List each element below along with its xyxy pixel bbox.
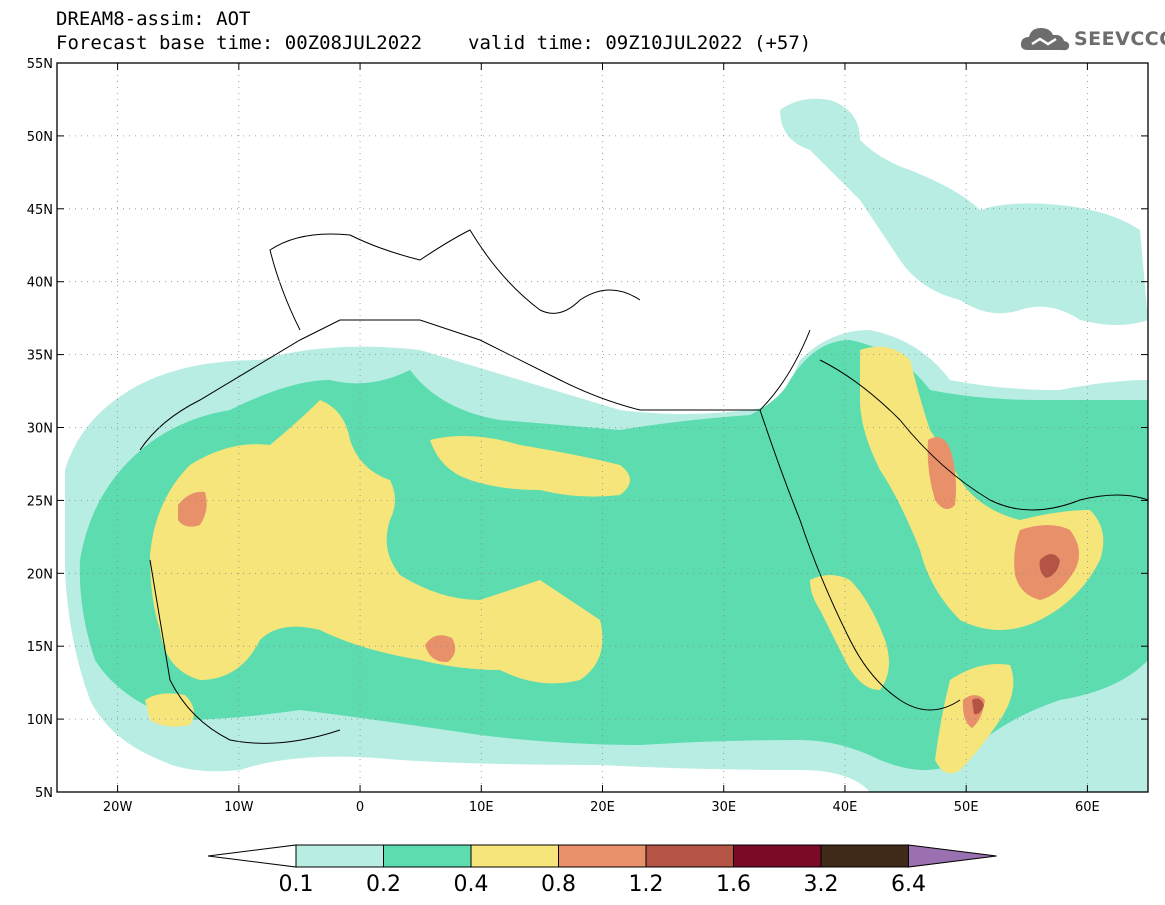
- colorbar-box: [645, 844, 734, 868]
- lon-tick-label: 50E: [954, 800, 979, 815]
- cloud-icon: [1020, 28, 1070, 51]
- lat-tick-label: 50N: [27, 130, 53, 145]
- lat-tick-label: 45N: [27, 203, 53, 218]
- lat-tick-label: 30N: [27, 422, 53, 437]
- axis-ticks: [57, 62, 1148, 793]
- colorbar-level-label: 3.2: [803, 872, 839, 897]
- coastlines: [139, 229, 1148, 744]
- aot-level-1.2: [1039, 554, 1060, 578]
- aot-level-0.1: [780, 98, 1148, 325]
- logo-text: SEEVCCC: [1074, 28, 1165, 50]
- colorbar-over-triangle: [908, 844, 997, 868]
- base-time: Forecast base time: 00Z08JUL2022: [56, 32, 423, 54]
- seevccc-logo: SEEVCCC: [1018, 22, 1165, 58]
- aot-level-1.2: [972, 698, 984, 715]
- lat-tick-label: 40N: [27, 276, 53, 291]
- colorbar-level-label: 0.4: [453, 872, 489, 897]
- colorbar-box: [733, 844, 822, 868]
- colorbar-under-triangle: [207, 844, 297, 868]
- aot-level-0.8: [927, 437, 956, 509]
- aot-field: [65, 98, 1148, 792]
- lon-tick-label: 10W: [224, 800, 254, 815]
- lon-tick-label: 20W: [103, 800, 133, 815]
- aot-level-0.4: [430, 436, 630, 497]
- lat-tick-label: 55N: [27, 57, 53, 72]
- lon-tick-label: 60E: [1075, 800, 1100, 815]
- aot-level-0.8: [425, 635, 456, 663]
- colorbar-box: [558, 844, 647, 868]
- axis-tick-labels: 55N 50N 45N 40N 35N 30N 25N 20N 15N 10N 5N 20W 10W 0 1…: [27, 57, 1100, 815]
- aot-level-0.8: [178, 491, 207, 527]
- colorbar-level-label: 1.2: [628, 872, 664, 897]
- lat-tick-label: 20N: [27, 567, 53, 582]
- colorbar-level-label: 6.4: [891, 872, 926, 897]
- colorbar-box: [295, 844, 384, 868]
- lon-tick-label: 10E: [469, 800, 494, 815]
- lat-tick-label: 15N: [27, 640, 53, 655]
- valid-time: valid time: 09Z10JUL2022 (+57): [468, 32, 812, 54]
- colorbar-level-label: 1.6: [716, 872, 751, 897]
- lat-tick-label: 10N: [27, 713, 53, 728]
- aot-level-0.4: [150, 400, 603, 684]
- lon-tick-label: 40E: [833, 800, 858, 815]
- colorbar-level-label: 0.2: [366, 872, 401, 897]
- lon-tick-label: 30E: [711, 800, 736, 815]
- lat-tick-label: 5N: [35, 786, 53, 801]
- aot-level-0.4: [810, 575, 889, 690]
- colorbar-box: [820, 844, 909, 868]
- colorbar: [207, 844, 997, 868]
- colorbar-box: [383, 844, 472, 868]
- forecast-times: Forecast base time: 00Z08JUL2022 valid ti…: [56, 32, 811, 54]
- colorbar-level-label: 0.1: [278, 872, 314, 897]
- lat-tick-label: 25N: [27, 494, 53, 509]
- aot-level-0.4: [145, 693, 194, 727]
- lat-tick-label: 35N: [27, 349, 53, 364]
- lon-tick-label: 20E: [590, 800, 615, 815]
- lon-tick-label: 0: [356, 800, 364, 815]
- map-title: DREAM8-assim: AOT: [56, 8, 251, 30]
- colorbar-box: [470, 844, 559, 868]
- colorbar-level-label: 0.8: [541, 872, 576, 897]
